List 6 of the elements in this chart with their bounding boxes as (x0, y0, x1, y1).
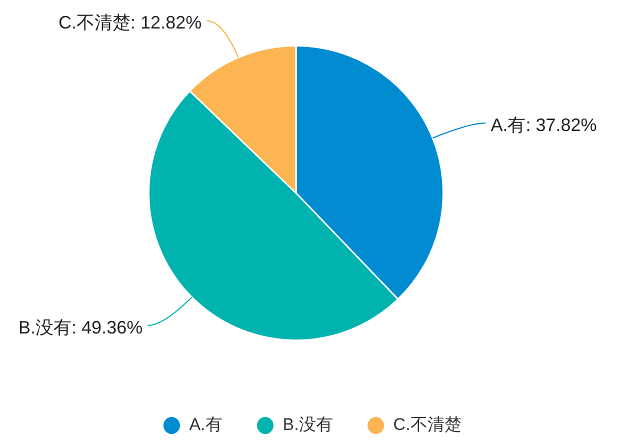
legend-label: C.不清楚 (393, 415, 462, 434)
legend-label: B.没有 (282, 415, 333, 434)
data-label: B.没有: 49.36% (18, 317, 143, 338)
legend-label: A.有 (189, 415, 222, 434)
data-label: C.不清楚: 12.82% (58, 12, 202, 33)
data-label: A.有: 37.82% (490, 115, 597, 136)
